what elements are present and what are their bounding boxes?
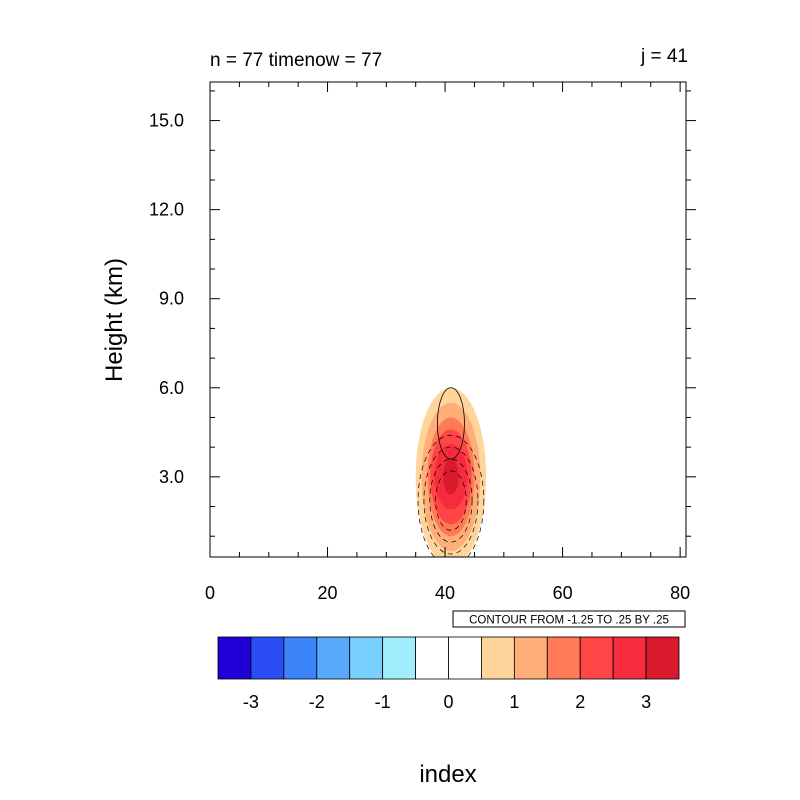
y-axis-label: Height (km) [101, 258, 128, 382]
negative-contour-line [429, 458, 473, 543]
y-tick-label: 9.0 [159, 289, 184, 309]
colorbar-label: -3 [243, 692, 259, 712]
y-tick-labels: 3.0 6.0 9.0 12.0 15.0 [149, 111, 184, 487]
y-tick-label: 3.0 [159, 467, 184, 487]
colorbar-box [513, 636, 548, 680]
negative-contour-line [423, 446, 479, 555]
colorbar-box [217, 636, 252, 680]
title-right: j = 41 [640, 46, 688, 67]
x-tick-label: 40 [435, 583, 455, 603]
colorbar-box [448, 636, 482, 680]
colorbar-box [349, 636, 384, 680]
colorbar-box [283, 636, 318, 680]
x-tick-labels: 0 20 40 60 80 [205, 583, 690, 603]
y-tick-label: 15.0 [149, 111, 184, 131]
colorbar-box [645, 636, 680, 680]
colorbar-label: -1 [375, 692, 391, 712]
x-tick-label: 60 [553, 583, 573, 603]
colorbar-box [546, 636, 581, 680]
colorbar-labels: -3 -2 -1 0 1 2 3 [243, 692, 651, 712]
contour-info-box: CONTOUR FROM -1.25 TO .25 BY .25 [452, 610, 686, 628]
colorbar-box [250, 636, 285, 680]
x-tick-label: 20 [318, 583, 338, 603]
colorbar-label: 0 [443, 692, 453, 712]
colorbar-box [415, 636, 449, 680]
line-contours [417, 387, 485, 557]
contour-info-text: CONTOUR FROM -1.25 TO .25 BY .25 [469, 615, 669, 627]
colorbar-box [612, 636, 647, 680]
colorbar-box [579, 636, 614, 680]
y-tick-label: 6.0 [159, 378, 184, 398]
negative-contour-line [417, 434, 485, 557]
colorbar-label: 1 [509, 692, 519, 712]
colorbar-box [316, 636, 351, 680]
plot-frame [209, 81, 687, 558]
axis-ticks [209, 82, 696, 557]
x-tick-label: 0 [205, 583, 215, 603]
colorbar [217, 636, 680, 680]
colorbar-label: 2 [575, 692, 585, 712]
y-tick-label: 12.0 [149, 200, 184, 220]
x-tick-label: 80 [670, 583, 690, 603]
contour-fill-level [443, 459, 459, 495]
colorbar-box [382, 636, 416, 680]
colorbar-label: 3 [641, 692, 651, 712]
negative-contour-line [435, 470, 467, 531]
colorbar-label: -2 [309, 692, 325, 712]
title-left: n = 77 timenow = 77 [210, 50, 382, 71]
x-axis-label: index [419, 761, 476, 788]
colorbar-box [481, 636, 515, 680]
filled-contours [415, 387, 487, 557]
positive-contour-line [437, 387, 465, 460]
